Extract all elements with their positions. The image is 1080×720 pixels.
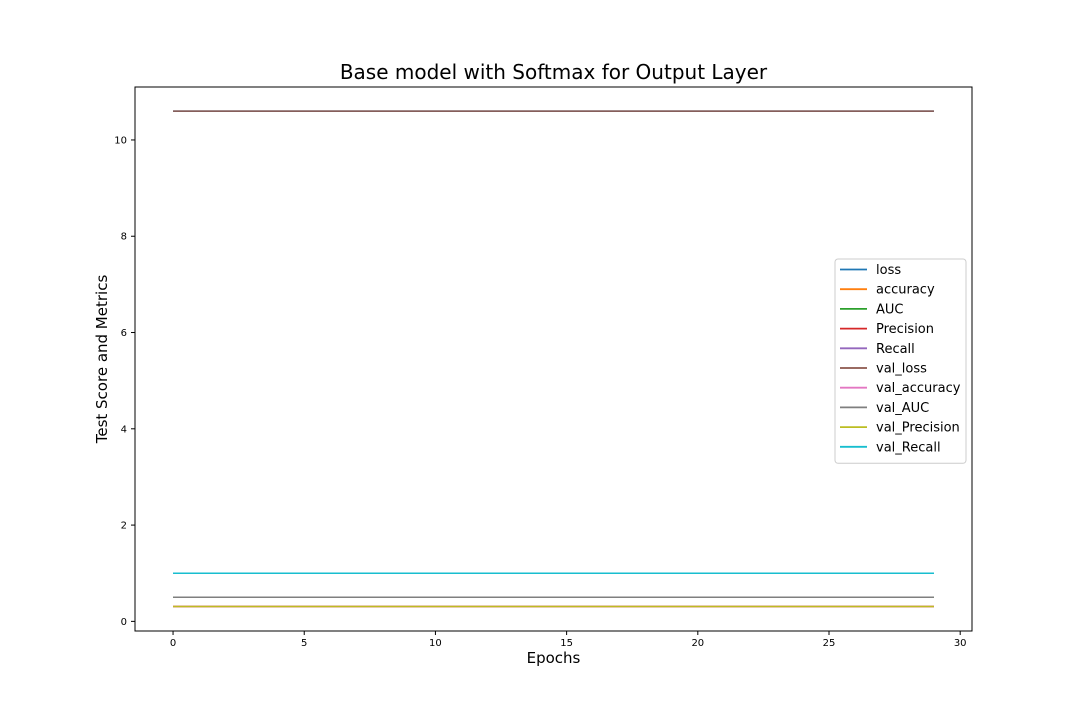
legend-label-loss: loss [876,263,901,278]
plot-frame [134,86,973,632]
legend: loss accuracy AUC Precision Recall val_lossva… [834,258,967,464]
legend-label-auc: AUC [876,302,904,317]
legend-label-val-auc: val_AUC [876,401,929,416]
x-tick-label: 0 [170,638,176,649]
legend-label-val-accuracy: val_accuracy [876,381,961,396]
series-layer [173,110,934,608]
legend-label-val-loss: val_loss [876,362,927,377]
legend-label-val-precision: val_Precision [876,421,960,436]
y-tick-label: 6 [121,328,127,339]
legend-label-recall: Recall [876,342,915,357]
x-tick-label: 30 [954,638,967,649]
legend-label-precision: Precision [876,322,934,337]
x-tick-label: 20 [691,638,704,649]
y-tick-label: 10 [114,135,127,146]
y-tick-label: 2 [121,521,127,532]
x-ticks: 0 5 10 15 20 25 30 [170,631,967,649]
x-tick-label: 10 [429,638,442,649]
y-tick-label: 8 [121,232,127,243]
y-tick-label: 4 [121,424,127,435]
y-ticks: 0 2 4 6 8 10 [114,135,135,628]
x-tick-label: 15 [560,638,573,649]
legend-box [834,258,967,464]
x-tick-label: 5 [301,638,307,649]
x-tick-label: 25 [823,638,836,649]
legend-label-val-recall: val_Recall [876,440,941,455]
y-axis-label: Test Score and Metrics [93,275,111,445]
chart-title: Base model with Softmax for Output Layer [340,60,768,84]
legend-label-accuracy: accuracy [876,283,935,298]
x-axis-label: Epochs [527,649,581,667]
y-tick-label: 0 [121,617,127,628]
